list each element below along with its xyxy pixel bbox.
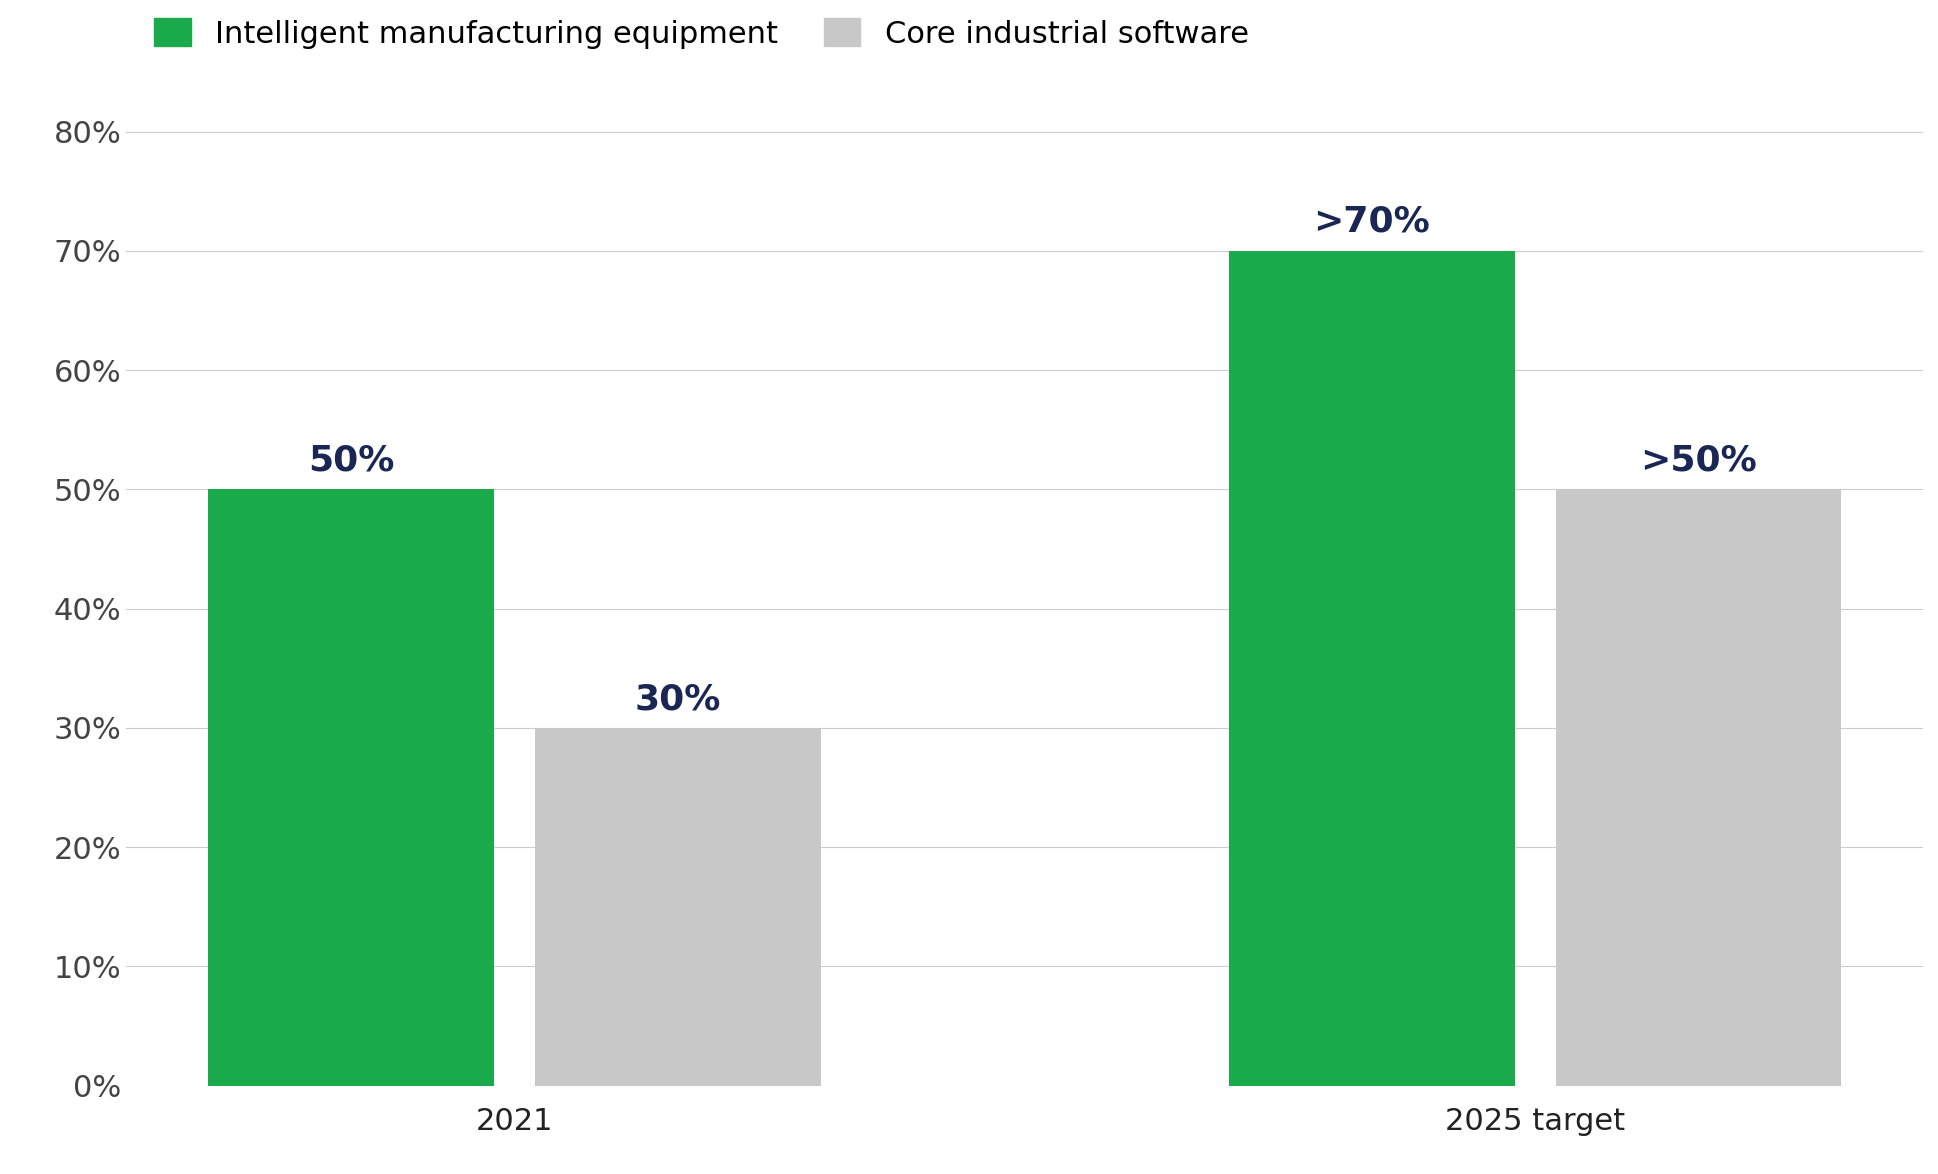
Text: 30%: 30% [634,682,721,716]
Legend: Intelligent manufacturing equipment, Core industrial software: Intelligent manufacturing equipment, Cor… [141,6,1262,61]
Bar [535,728,820,1086]
Text: 50%: 50% [308,444,393,478]
Bar [207,490,494,1086]
Bar [1556,490,1841,1086]
Text: >70%: >70% [1314,205,1430,239]
Bar [1229,251,1516,1086]
Text: >50%: >50% [1640,444,1756,478]
